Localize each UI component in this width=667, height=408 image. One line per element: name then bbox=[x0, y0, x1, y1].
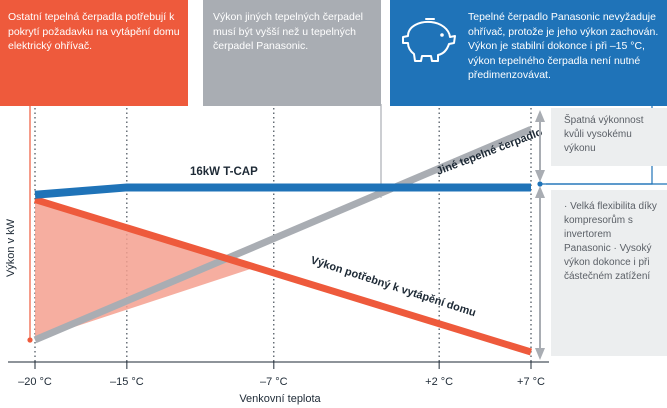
series-line-tcap bbox=[35, 187, 531, 194]
x-tick-label: +2 °C bbox=[425, 376, 453, 388]
x-tick-label: –20 °C bbox=[18, 376, 52, 388]
note-bottom-text: · Velká flexibilita díky kompresorům s i… bbox=[564, 200, 660, 284]
note-flexibility: · Velká flexibilita díky kompresorům s i… bbox=[551, 190, 667, 356]
series-label-tcap: 16kW T-CAP bbox=[190, 166, 258, 178]
callout-gray-text: Výkon jiných tepelných čerpadel musí být… bbox=[213, 10, 373, 54]
x-tick-label: +7 °C bbox=[517, 376, 545, 388]
piggy-bank-icon bbox=[398, 14, 458, 64]
range-bracket-bottom bbox=[535, 186, 545, 360]
blue-callout-dot bbox=[537, 181, 542, 186]
note-poor-efficiency: Špatná výkonnost kvůli vysokému výkonu bbox=[551, 108, 667, 166]
x-tick-label: –15 °C bbox=[110, 376, 144, 388]
x-tick-label: –7 °C bbox=[260, 376, 288, 388]
x-axis-ticks: –20 °C –15 °C –7 °C +2 °C +7 °C bbox=[18, 362, 545, 388]
callout-blue-text: Tepelné čerpadlo Panasonic nevyžaduje oh… bbox=[468, 10, 664, 83]
callout-panasonic-no-heater: Tepelné čerpadlo Panasonic nevyžaduje oh… bbox=[390, 0, 667, 106]
callout-red-text: Ostatní tepelná čerpadla potřebují k pok… bbox=[8, 10, 184, 54]
heater-shaded-area bbox=[35, 200, 255, 340]
callout-other-heat-pumps-need-heater: Ostatní tepelná čerpadla potřebují k pok… bbox=[0, 0, 188, 106]
note-top-text: Špatná výkonnost kvůli vysokému výkonu bbox=[564, 114, 664, 156]
y-axis-label: Výkon v kW bbox=[5, 218, 17, 277]
range-bracket-top bbox=[535, 110, 545, 182]
red-callout-dot bbox=[27, 337, 32, 342]
x-axis-label: Venkovní teplota bbox=[239, 393, 321, 405]
callout-other-heat-pumps-higher-power: Výkon jiných tepelných čerpadel musí být… bbox=[203, 0, 381, 106]
series-label-other-heat-pump: Jiné tepelné čerpadlo bbox=[435, 126, 545, 178]
